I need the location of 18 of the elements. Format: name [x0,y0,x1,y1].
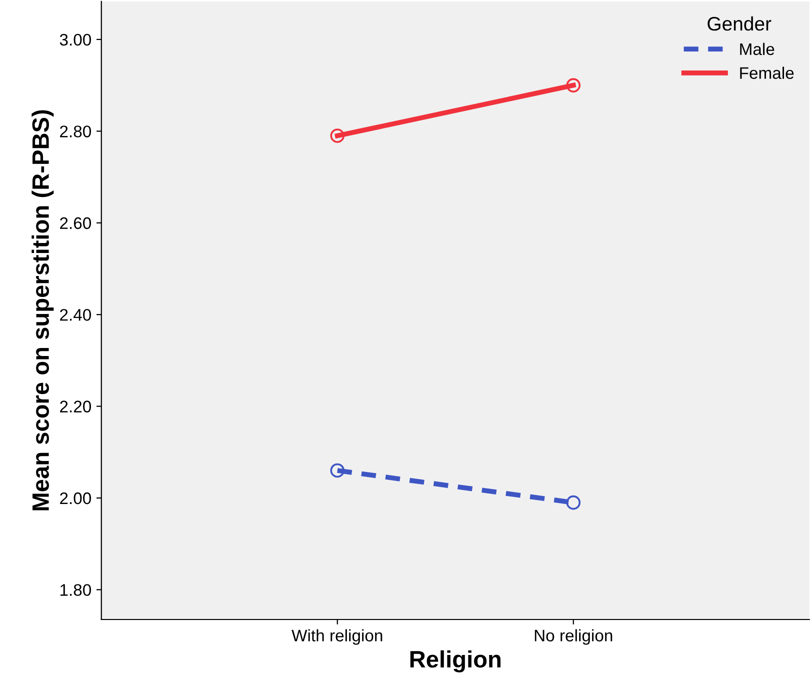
point [330,128,345,143]
point [330,463,345,478]
y-tick-label: 2.80 [60,126,92,138]
legend-title: Gender [708,16,772,31]
x-tick-label: No religion [534,629,612,645]
y-tick-label: 2.40 [60,308,92,321]
y-tick-label: 1.80 [60,584,92,596]
point [566,78,581,92]
y-tick-label: 2.60 [60,217,92,230]
point [566,495,581,510]
x-axis-title: Religion [410,650,500,672]
legend-label: Female [740,66,794,79]
y-tick-label: 2.20 [60,400,92,412]
x-tick-label: With religion [292,629,382,645]
y-tick-label: 2.00 [60,492,92,504]
legend-label: Male [740,42,774,56]
y-tick-label: 3.00 [60,34,92,46]
y-axis-title: Mean score on superstition (R-PBS) [32,110,54,510]
